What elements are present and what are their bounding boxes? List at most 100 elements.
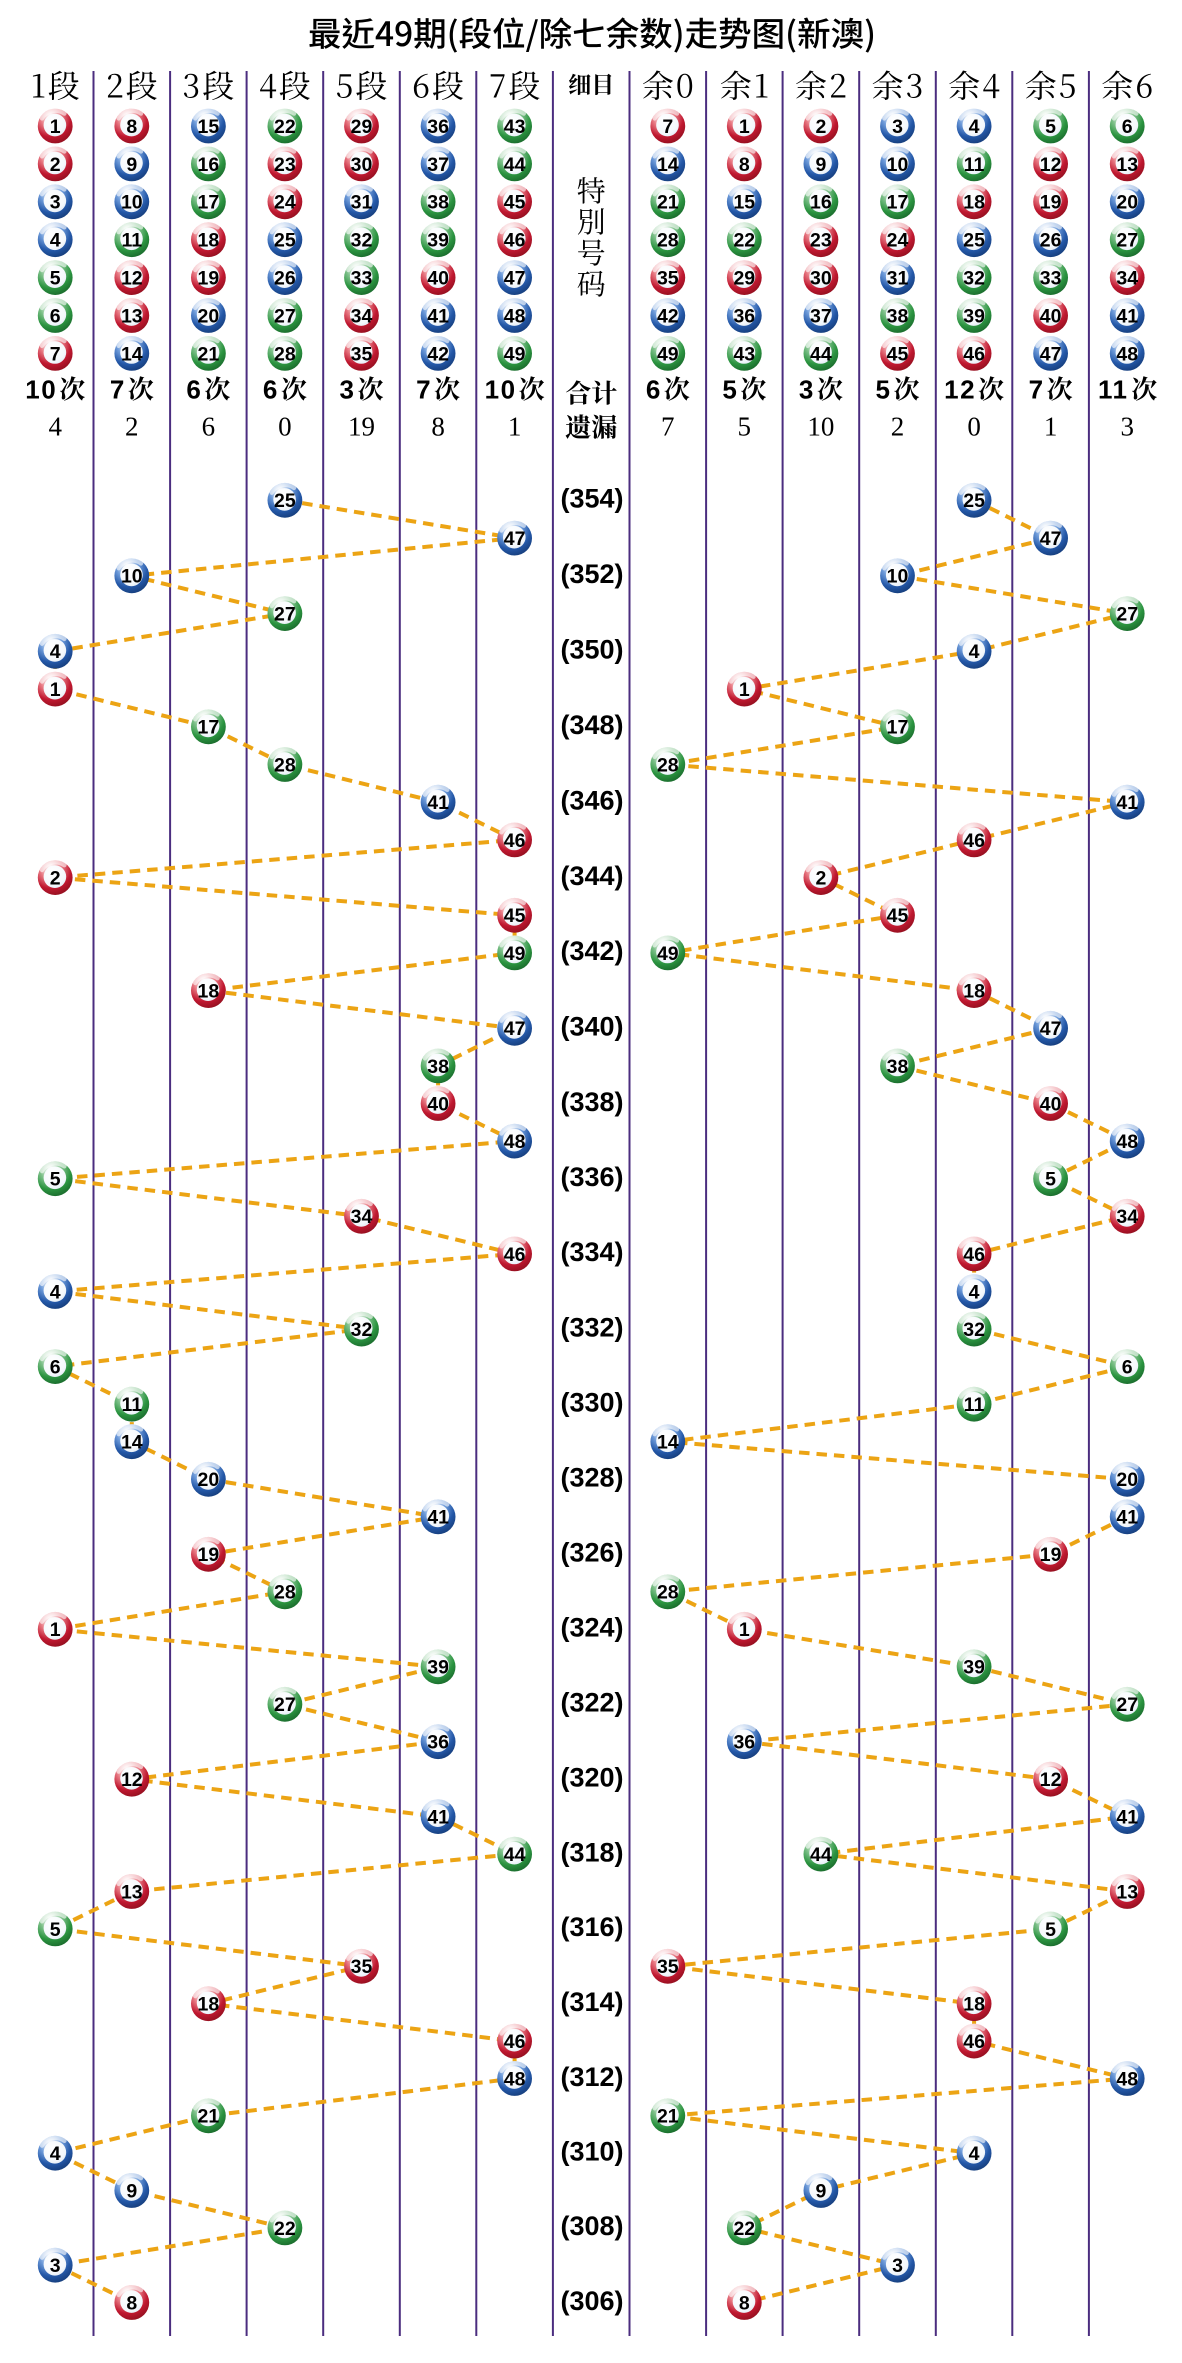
svg-text:23: 23 (810, 230, 832, 252)
svg-text:44: 44 (504, 154, 526, 176)
svg-text:33: 33 (1040, 268, 1062, 290)
svg-text:5: 5 (50, 268, 61, 290)
svg-text:(352): (352) (560, 559, 623, 589)
svg-text:8: 8 (739, 154, 750, 176)
svg-text:42: 42 (427, 343, 449, 365)
svg-text:36: 36 (427, 116, 449, 138)
svg-text:2: 2 (125, 412, 139, 442)
svg-text:7: 7 (662, 116, 673, 138)
svg-text:3: 3 (892, 116, 903, 138)
svg-text:18: 18 (963, 1994, 985, 2016)
svg-text:37: 37 (810, 305, 832, 327)
svg-text:36: 36 (733, 1732, 755, 1754)
svg-text:48: 48 (504, 2068, 526, 2090)
svg-text:11: 11 (964, 1394, 985, 1416)
svg-text:43: 43 (733, 343, 755, 365)
svg-text:19: 19 (348, 412, 375, 442)
svg-text:12: 12 (121, 268, 143, 290)
svg-text:0: 0 (278, 412, 292, 442)
svg-text:13: 13 (1116, 154, 1138, 176)
svg-text:48: 48 (504, 305, 526, 327)
svg-text:46: 46 (963, 343, 985, 365)
svg-text:34: 34 (351, 305, 373, 327)
svg-text:10: 10 (807, 412, 834, 442)
svg-text:(338): (338) (560, 1087, 623, 1117)
svg-text:40: 40 (1040, 1093, 1062, 1115)
svg-text:26: 26 (1040, 230, 1062, 252)
svg-text:38: 38 (427, 192, 449, 214)
svg-text:21: 21 (657, 192, 679, 214)
svg-text:8: 8 (739, 2292, 750, 2314)
svg-text:20: 20 (1116, 192, 1138, 214)
svg-text:14: 14 (657, 154, 679, 176)
svg-text:27: 27 (1116, 1694, 1138, 1716)
svg-text:(318): (318) (560, 1837, 623, 1867)
svg-text:41: 41 (427, 792, 449, 814)
svg-text:9: 9 (126, 154, 137, 176)
svg-text:27: 27 (1116, 604, 1138, 626)
svg-text:28: 28 (274, 1582, 296, 1604)
svg-text:2: 2 (815, 868, 826, 890)
svg-text:41: 41 (1116, 1807, 1138, 1829)
svg-text:22: 22 (733, 2218, 755, 2240)
svg-text:40: 40 (1040, 305, 1062, 327)
svg-text:10: 10 (887, 566, 909, 588)
svg-text:24: 24 (887, 230, 909, 252)
svg-text:44: 44 (810, 1844, 832, 1866)
svg-text:17: 17 (198, 192, 220, 214)
svg-text:4: 4 (969, 641, 980, 663)
svg-text:49: 49 (504, 343, 526, 365)
svg-text:17: 17 (887, 192, 909, 214)
svg-text:46: 46 (963, 830, 985, 852)
svg-text:9: 9 (815, 2180, 826, 2202)
svg-text:22: 22 (274, 116, 296, 138)
svg-text:1: 1 (508, 412, 522, 442)
svg-text:35: 35 (657, 1956, 679, 1978)
svg-text:20: 20 (198, 305, 220, 327)
svg-text:17: 17 (198, 717, 220, 739)
svg-text:1: 1 (50, 1619, 61, 1641)
svg-text:30: 30 (351, 154, 373, 176)
svg-text:7: 7 (1029, 375, 1045, 405)
svg-text:18: 18 (198, 981, 220, 1003)
svg-text:24: 24 (274, 192, 296, 214)
svg-text:39: 39 (427, 230, 449, 252)
svg-text:39: 39 (963, 1657, 985, 1679)
svg-text:9: 9 (126, 2180, 137, 2202)
svg-text:35: 35 (351, 1956, 373, 1978)
svg-text:5: 5 (50, 1169, 61, 1191)
svg-text:27: 27 (274, 305, 296, 327)
svg-text:(354): (354) (560, 484, 623, 514)
svg-text:31: 31 (351, 192, 373, 214)
svg-text:32: 32 (351, 1319, 373, 1341)
svg-text:41: 41 (427, 1807, 449, 1829)
svg-text:3: 3 (799, 375, 815, 405)
svg-text:46: 46 (504, 2031, 526, 2053)
svg-text:4: 4 (969, 1281, 980, 1303)
svg-text:3: 3 (50, 192, 61, 214)
svg-text:19: 19 (198, 1544, 220, 1566)
svg-text:4: 4 (969, 2143, 980, 2165)
svg-text:(312): (312) (560, 2062, 623, 2092)
svg-text:49: 49 (657, 343, 679, 365)
svg-text:30: 30 (810, 268, 832, 290)
svg-text:19: 19 (1040, 192, 1062, 214)
svg-text:46: 46 (963, 1244, 985, 1266)
svg-text:(310): (310) (560, 2137, 623, 2167)
svg-text:13: 13 (1116, 1881, 1138, 1903)
svg-text:34: 34 (351, 1206, 373, 1228)
svg-text:40: 40 (427, 1093, 449, 1115)
svg-text:6: 6 (186, 375, 202, 405)
svg-text:13: 13 (121, 1881, 143, 1903)
svg-text:28: 28 (657, 230, 679, 252)
svg-text:1: 1 (50, 679, 61, 701)
svg-text:12: 12 (1040, 154, 1062, 176)
svg-text:7: 7 (110, 375, 126, 405)
svg-text:(330): (330) (560, 1388, 623, 1418)
svg-text:41: 41 (1116, 1507, 1138, 1529)
svg-text:45: 45 (887, 905, 909, 927)
svg-text:1: 1 (739, 679, 750, 701)
svg-text:8: 8 (126, 116, 137, 138)
svg-text:15: 15 (198, 116, 220, 138)
svg-text:25: 25 (274, 230, 296, 252)
